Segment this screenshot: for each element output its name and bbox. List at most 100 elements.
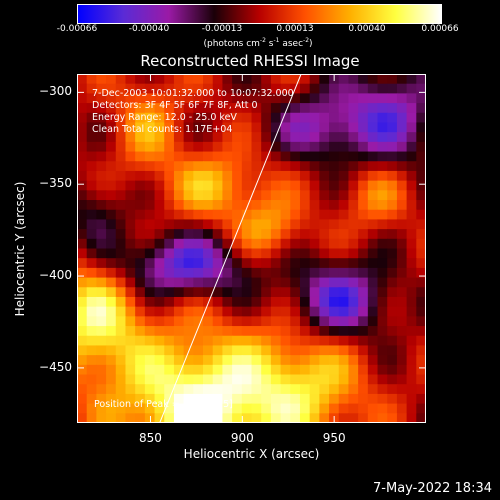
heatmap-cell <box>86 345 97 356</box>
heatmap-cell <box>290 287 301 298</box>
heatmap-cell <box>96 316 107 327</box>
heatmap-cell <box>270 345 282 356</box>
heatmap-cell <box>280 306 291 317</box>
heatmap-cell <box>406 296 417 308</box>
heatmap-cell <box>280 200 291 211</box>
heatmap-cell <box>125 190 136 201</box>
heatmap-cell <box>135 316 146 327</box>
heatmap-cell <box>232 277 243 288</box>
heatmap-cell <box>348 93 359 104</box>
heatmap-cell <box>144 316 156 327</box>
heatmap-cell <box>144 238 156 250</box>
heatmap-cell <box>329 93 340 104</box>
heatmap-cell <box>154 374 165 385</box>
heatmap-cell <box>416 209 426 221</box>
heatmap-cell <box>358 248 369 259</box>
heatmap-cell <box>319 170 330 182</box>
heatmap-cell <box>115 200 127 211</box>
heatmap-cell <box>251 403 262 414</box>
heatmap-cell <box>290 190 301 201</box>
heatmap-cell <box>96 306 107 317</box>
heatmap-cell <box>367 413 379 423</box>
heatmap-cell <box>319 229 330 240</box>
heatmap-cell <box>290 335 301 347</box>
heatmap-cell <box>96 112 107 124</box>
heatmap-cell <box>280 277 291 288</box>
heatmap-cell <box>329 180 340 191</box>
heatmap-cell <box>299 296 311 308</box>
heatmap-cell <box>241 364 253 376</box>
heatmap-cell <box>309 296 320 308</box>
heatmap-cell <box>183 413 194 423</box>
heatmap-cell <box>144 335 156 347</box>
heatmap-cell <box>416 238 426 250</box>
heatmap-cell <box>396 200 408 211</box>
heatmap-cell <box>154 74 165 85</box>
heatmap-cell <box>299 103 311 114</box>
heatmap-cell <box>77 190 88 201</box>
heatmap-cell <box>86 296 97 308</box>
heatmap-cell <box>299 345 311 356</box>
heatmap-cell <box>377 161 388 172</box>
heatmap-cell <box>193 248 204 259</box>
heatmap-cell <box>406 83 417 94</box>
heatmap-cell <box>377 306 388 317</box>
heatmap-cell <box>416 93 426 104</box>
heatmap-cell <box>329 326 340 337</box>
heatmap-cell <box>77 296 88 308</box>
limb-line <box>159 74 302 423</box>
heatmap-cell <box>396 374 408 385</box>
heatmap-cell <box>406 103 417 114</box>
heatmap-cell <box>348 413 359 423</box>
heatmap-cell <box>387 93 398 104</box>
heatmap-cell <box>212 200 224 211</box>
heatmap-cell <box>164 316 175 327</box>
heatmap-cell <box>270 93 282 104</box>
heatmap-cell <box>241 384 253 395</box>
heatmap-cell <box>377 103 388 114</box>
heatmap-cell <box>203 122 214 133</box>
heatmap-cell <box>367 267 379 279</box>
heatmap-cell <box>358 219 369 230</box>
heatmap-cell <box>416 132 426 143</box>
heatmap-cell <box>193 103 204 114</box>
heatmap-cell <box>319 200 330 211</box>
heatmap-cell <box>270 170 282 182</box>
heatmap-cell <box>222 326 233 337</box>
heatmap-cell <box>106 229 117 240</box>
heatmap-cell <box>232 103 243 114</box>
heatmap-cell <box>290 248 301 259</box>
heatmap-cell <box>86 248 97 259</box>
heatmap-cell <box>319 141 330 153</box>
heatmap-cell <box>367 103 379 114</box>
heatmap-cell <box>251 180 262 191</box>
heatmap-cell <box>270 180 282 191</box>
heatmap-cell <box>212 180 224 191</box>
heatmap-cell <box>106 393 117 405</box>
heatmap-cell <box>290 170 301 182</box>
heatmap-cell <box>329 384 340 395</box>
heatmap-cell <box>203 151 214 162</box>
heatmap-cell <box>96 258 107 269</box>
heatmap-cell <box>367 238 379 250</box>
heatmap-cell <box>115 355 127 366</box>
heatmap-cell <box>232 93 243 104</box>
heatmap-cell <box>135 219 146 230</box>
heatmap-cell <box>86 170 97 182</box>
heatmap-cell <box>125 374 136 385</box>
heatmap-cell <box>232 209 243 221</box>
heatmap-cell <box>173 326 185 337</box>
heatmap-cell <box>222 306 233 317</box>
heatmap-cell <box>135 180 146 191</box>
heatmap-cell <box>203 229 214 240</box>
heatmap-cell <box>77 277 88 288</box>
heatmap-cell <box>251 93 262 104</box>
heatmap-cell <box>290 219 301 230</box>
heatmap-cell <box>135 384 146 395</box>
heatmap-cell <box>173 238 185 250</box>
heatmap-cell <box>387 335 398 347</box>
heatmap-cell <box>261 277 272 288</box>
heatmap-cell <box>86 364 97 376</box>
heatmap-cell <box>115 151 127 162</box>
heatmap-cell <box>222 122 233 133</box>
